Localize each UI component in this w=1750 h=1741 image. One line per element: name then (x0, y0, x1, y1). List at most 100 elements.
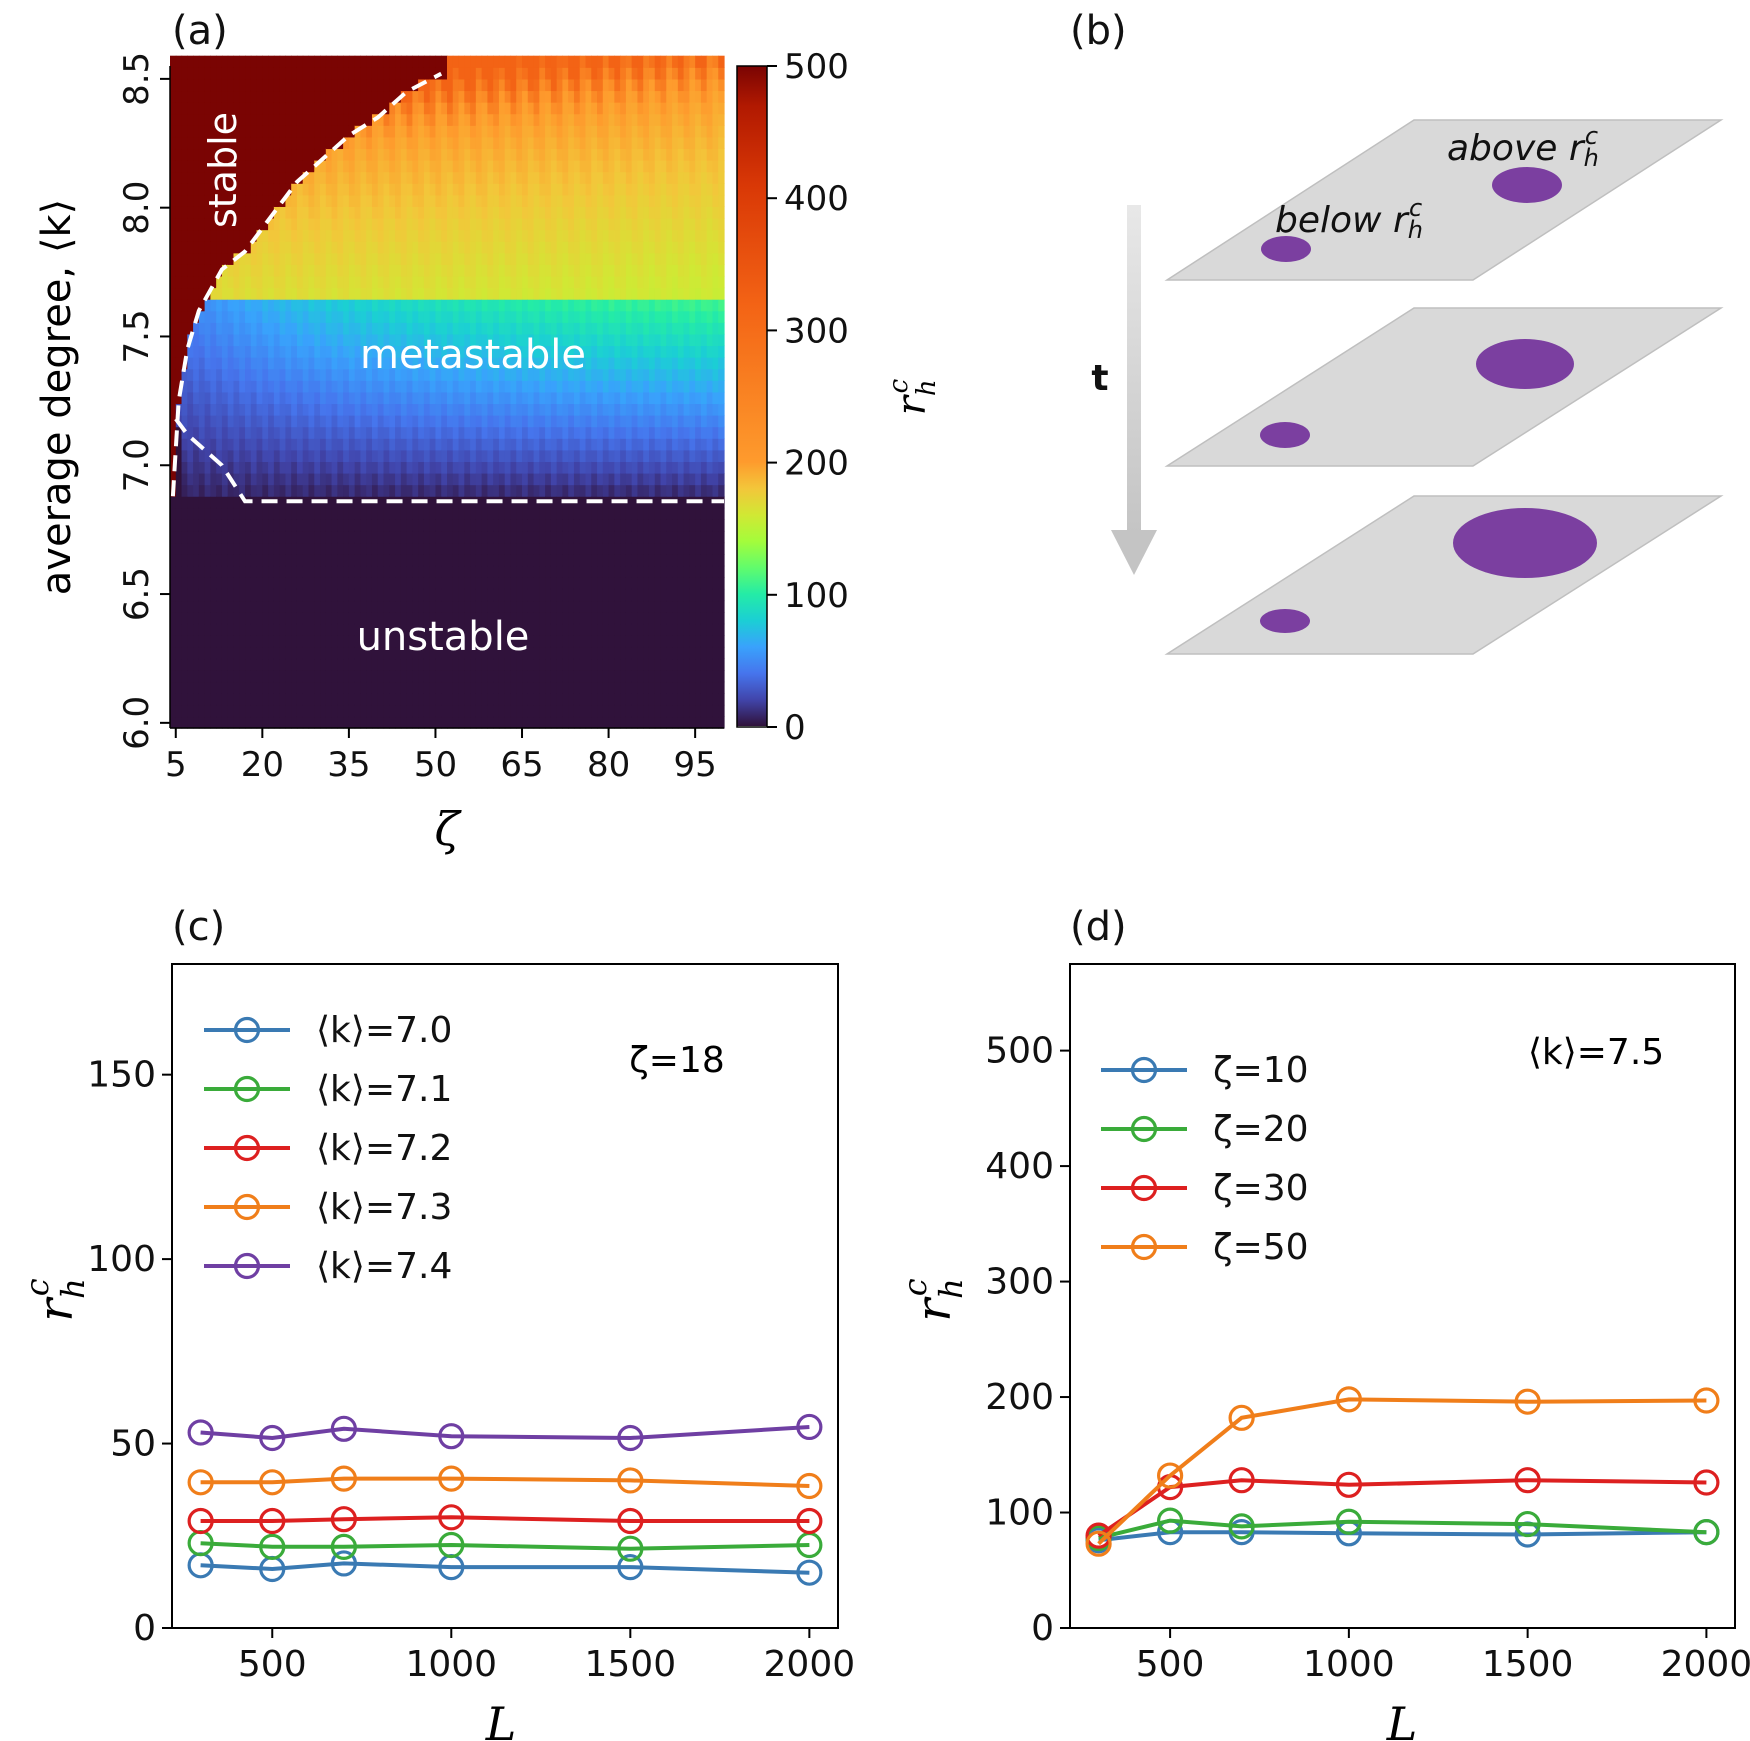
heatmap-cell (325, 125, 333, 138)
heatmap-cell (556, 241, 564, 254)
heatmap-cell (527, 704, 535, 718)
heatmap-cell (539, 623, 546, 636)
heatmap-cell (187, 635, 194, 648)
heatmap-cell (245, 693, 252, 706)
heatmap-cell (170, 171, 177, 184)
heatmap-cell (181, 496, 188, 509)
heatmap-cell (325, 67, 333, 80)
heatmap-cell (654, 136, 662, 150)
heatmap-cell (441, 658, 448, 671)
heatmap-cell (308, 241, 315, 254)
heatmap-cell (516, 217, 523, 231)
heatmap-cell (354, 588, 362, 602)
heatmap-cell (458, 148, 465, 161)
heatmap-cell (441, 357, 448, 370)
heatmap-cell (256, 716, 263, 729)
heatmap-cell (193, 577, 200, 590)
heatmap-cell (395, 565, 402, 578)
heatmap-cell (302, 171, 310, 184)
heatmap-cell (643, 78, 650, 92)
heatmap-cell (545, 322, 552, 335)
heatmap-cell (481, 90, 488, 103)
heatmap-cell (210, 380, 217, 393)
heatmap-cell (441, 183, 448, 196)
heatmap-cell (533, 438, 540, 451)
heatmap-cell (597, 530, 604, 544)
heatmap-cell (245, 55, 252, 68)
heatmap-cell (221, 299, 229, 312)
heatmap-cell (250, 403, 258, 416)
heatmap-cell (204, 438, 211, 451)
heatmap-cell (573, 183, 581, 196)
heatmap-cell (527, 78, 535, 92)
heatmap-cell (193, 148, 200, 161)
heatmap-cell (389, 693, 396, 706)
heatmap-cell (591, 287, 598, 300)
heatmap-cell (429, 449, 437, 462)
heatmap-cell (406, 380, 413, 393)
heatmap-cell (418, 519, 425, 532)
heatmap-cell (631, 670, 639, 683)
heatmap-cell (504, 125, 512, 138)
heatmap-cell (239, 264, 246, 277)
heatmap-cell (354, 461, 362, 474)
heatmap-cell (193, 449, 200, 462)
heatmap-cell (337, 102, 344, 115)
heatmap-cell (354, 542, 362, 555)
heatmap-cell (170, 148, 177, 161)
heatmap-cell (348, 716, 356, 729)
heatmap-cell (273, 264, 281, 277)
heatmap-cell (458, 368, 465, 381)
heatmap-cell (227, 670, 235, 683)
heatmap-cell (458, 194, 465, 207)
heatmap-cell (325, 542, 333, 555)
heatmap-cell (573, 125, 581, 138)
heatmap-cell (198, 275, 206, 289)
heatmap-cell (412, 136, 419, 150)
heatmap-cell (320, 635, 327, 648)
heatmap-cell (227, 333, 235, 347)
heatmap-cell (620, 171, 627, 184)
heatmap-cell (383, 403, 390, 416)
heatmap-cell (170, 368, 177, 381)
heatmap-cell (631, 693, 639, 706)
heatmap-cell (498, 438, 506, 451)
heatmap-cell (631, 287, 639, 300)
heatmap-cell (418, 67, 425, 80)
heatmap-cell (475, 554, 483, 567)
heatmap-cell (343, 716, 350, 729)
heatmap-cell (285, 287, 292, 300)
heatmap-cell (377, 472, 385, 486)
heatmap-cell (285, 693, 292, 706)
heatmap-cell (296, 229, 304, 242)
heatmap-cell (614, 507, 621, 520)
heatmap-cell (620, 438, 627, 451)
heatmap-cell (262, 472, 269, 486)
heatmap-cell (233, 299, 240, 312)
heatmap-cell (487, 264, 494, 277)
heatmap-cell (498, 357, 506, 370)
heatmap-cell (170, 194, 177, 207)
heatmap-cell (625, 241, 633, 254)
heatmap-cell (285, 229, 292, 242)
heatmap-cell (389, 357, 396, 370)
heatmap-cell (481, 148, 488, 161)
heatmap-cell (412, 693, 419, 706)
heatmap-cell (533, 380, 540, 393)
heatmap-cell (279, 588, 287, 602)
heatmap-cell (187, 530, 194, 544)
heatmap-cell (510, 299, 517, 312)
heatmap-cell (216, 148, 223, 161)
heatmap-cell (481, 426, 488, 439)
heatmap-cell (227, 90, 235, 103)
heatmap-cell (510, 461, 517, 474)
heatmap-cell (458, 438, 465, 451)
heatmap-cell (406, 612, 413, 625)
heatmap-cell (579, 125, 587, 138)
heatmap-cell (493, 183, 500, 196)
heatmap-cell (383, 368, 390, 381)
heatmap-cell (643, 415, 650, 428)
heatmap-cell (400, 507, 408, 520)
heatmap-cell (498, 264, 506, 277)
heatmap-cell (245, 229, 252, 242)
